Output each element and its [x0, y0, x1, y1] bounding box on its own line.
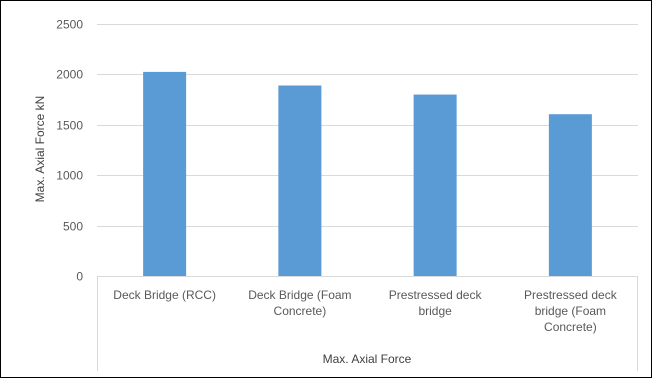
y-tick-label: 2000: [56, 68, 83, 82]
x-category-frame: [97, 276, 638, 371]
x-category-labels: Deck Bridge (RCC) Deck Bridge (Foam Concre…: [113, 288, 617, 334]
bar: [278, 85, 322, 276]
y-tick-label: 1000: [56, 169, 83, 183]
x-category-label: Deck Bridge (RCC): [113, 288, 216, 302]
x-category-label: Prestressed deck bridge: [389, 288, 483, 318]
y-tick-label: 0: [76, 270, 83, 284]
bars: [143, 71, 592, 276]
x-category-label: Prestressed deck bridge (Foam Concrete): [524, 288, 618, 334]
x-axis-title: Max. Axial Force: [323, 352, 412, 366]
bar: [143, 71, 187, 276]
bar: [413, 94, 457, 276]
y-tick-label: 500: [63, 220, 83, 234]
y-tick-label: 1500: [56, 119, 83, 133]
y-tick-labels: 0 500 1000 1500 2000 2500: [56, 18, 83, 284]
x-category-label: Deck Bridge (Foam Concrete): [248, 288, 351, 318]
y-tick-label: 2500: [56, 18, 83, 32]
bar: [548, 114, 592, 276]
y-axis-title: Max. Axial Force kN: [33, 96, 47, 203]
